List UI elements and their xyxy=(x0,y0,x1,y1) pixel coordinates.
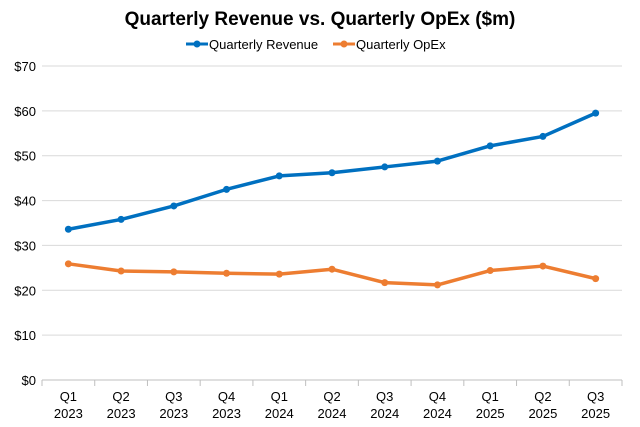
data-point-opex xyxy=(328,265,336,273)
x-tick-label: Q2 xyxy=(534,389,551,404)
y-tick-label: $70 xyxy=(14,59,36,74)
x-tick-label-year: 2025 xyxy=(476,406,505,421)
y-tick-label: $20 xyxy=(14,283,36,298)
x-tick-label: Q4 xyxy=(429,389,446,404)
x-tick-label-year: 2025 xyxy=(581,406,610,421)
x-tick-label-year: 2024 xyxy=(370,406,399,421)
y-tick-label: $30 xyxy=(14,238,36,253)
data-point-revenue xyxy=(275,172,283,180)
x-tick-label: Q1 xyxy=(60,389,77,404)
data-point-opex xyxy=(117,267,125,275)
y-tick-label: $0 xyxy=(22,373,36,388)
data-point-revenue xyxy=(381,163,389,171)
y-tick-label: $40 xyxy=(14,194,36,209)
x-tick-label: Q1 xyxy=(482,389,499,404)
x-tick-label-year: 2023 xyxy=(54,406,83,421)
x-tick-label: Q2 xyxy=(112,389,129,404)
y-tick-label: $50 xyxy=(14,149,36,164)
data-point-revenue xyxy=(486,142,494,150)
x-tick-label: Q3 xyxy=(165,389,182,404)
x-tick-label-year: 2024 xyxy=(423,406,452,421)
data-point-opex xyxy=(64,260,72,268)
x-tick-label: Q4 xyxy=(218,389,235,404)
x-tick-label: Q1 xyxy=(271,389,288,404)
x-tick-label-year: 2024 xyxy=(265,406,294,421)
legend: Quarterly Revenue Quarterly OpEx xyxy=(186,37,446,52)
data-point-opex xyxy=(433,281,441,289)
data-point-revenue xyxy=(328,169,336,177)
data-point-opex xyxy=(275,270,283,278)
x-tick-label-year: 2023 xyxy=(212,406,241,421)
data-point-opex xyxy=(486,267,494,275)
legend-label-opex: Quarterly OpEx xyxy=(356,37,446,52)
data-point-revenue xyxy=(223,185,231,193)
y-tick-label: $10 xyxy=(14,328,36,343)
y-tick-label: $60 xyxy=(14,104,36,119)
x-tick-label-year: 2025 xyxy=(528,406,557,421)
data-point-revenue xyxy=(64,225,72,233)
chart-title: Quarterly Revenue vs. Quarterly OpEx ($m… xyxy=(125,9,516,30)
x-tick-label-year: 2023 xyxy=(159,406,188,421)
data-point-opex xyxy=(592,275,600,283)
data-point-opex xyxy=(170,268,178,276)
x-tick-label: Q3 xyxy=(587,389,604,404)
data-point-revenue xyxy=(539,132,547,140)
data-point-revenue xyxy=(117,215,125,223)
data-point-revenue xyxy=(433,157,441,165)
data-point-revenue xyxy=(592,109,600,117)
x-tick-label-year: 2023 xyxy=(107,406,136,421)
x-tick-label: Q2 xyxy=(323,389,340,404)
legend-marker-revenue xyxy=(193,40,201,48)
data-point-opex xyxy=(381,279,389,287)
data-point-revenue xyxy=(170,202,178,210)
legend-label-revenue: Quarterly Revenue xyxy=(209,37,318,52)
data-point-opex xyxy=(539,262,547,270)
data-point-opex xyxy=(223,269,231,277)
legend-marker-opex xyxy=(340,40,348,48)
x-tick-label: Q3 xyxy=(376,389,393,404)
x-tick-label-year: 2024 xyxy=(318,406,347,421)
